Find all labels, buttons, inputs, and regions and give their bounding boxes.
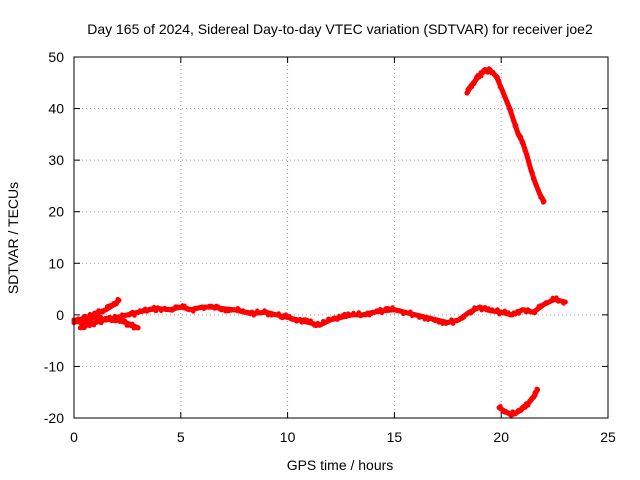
y-tick-label: -10 xyxy=(44,358,64,374)
data-point xyxy=(86,316,92,322)
data-point xyxy=(518,134,524,140)
data-point xyxy=(562,299,568,305)
data-point xyxy=(276,311,281,316)
series-main-band xyxy=(71,295,568,329)
data-point xyxy=(153,308,159,314)
data-point xyxy=(191,309,196,314)
series-morning-rising-branch xyxy=(71,296,122,326)
data-point xyxy=(344,314,349,319)
data-point xyxy=(483,305,488,310)
data-point xyxy=(114,301,119,307)
data-point xyxy=(130,309,135,315)
data-point xyxy=(554,295,559,300)
series-trace xyxy=(464,67,547,204)
data-point xyxy=(151,304,157,310)
data-point xyxy=(510,114,515,120)
data-point xyxy=(356,310,361,315)
data-point xyxy=(449,317,454,322)
chart-title: Day 165 of 2024, Sidereal Day-to-day VTE… xyxy=(87,21,593,37)
y-tick-label: 40 xyxy=(48,101,64,117)
data-point xyxy=(116,297,122,303)
data-point xyxy=(470,309,475,314)
plot-frame xyxy=(73,56,609,419)
series-lower-arc xyxy=(496,386,540,418)
data-point xyxy=(524,152,530,158)
y-tick-label: 0 xyxy=(56,307,64,323)
data-point xyxy=(297,316,303,322)
data-point xyxy=(408,309,413,314)
data-point xyxy=(80,319,85,324)
y-tick-label: 20 xyxy=(48,204,64,220)
x-tick-label: 5 xyxy=(177,429,185,445)
data-point xyxy=(464,90,470,96)
data-layer xyxy=(71,66,568,418)
x-tick-label: 25 xyxy=(600,429,616,445)
data-point xyxy=(509,108,514,113)
data-point xyxy=(132,313,137,318)
data-point xyxy=(123,319,128,324)
x-tick-label: 10 xyxy=(280,429,296,445)
data-point xyxy=(249,309,255,314)
data-point xyxy=(496,78,502,83)
x-tick-label: 0 xyxy=(70,429,78,445)
series-morning-falling-branch xyxy=(77,315,141,331)
data-point xyxy=(287,313,292,319)
data-point xyxy=(541,198,547,204)
x-axis-label: GPS time / hours xyxy=(287,457,394,473)
data-point xyxy=(511,119,517,124)
data-point xyxy=(534,307,539,313)
y-tick-label: 30 xyxy=(48,152,64,168)
data-point xyxy=(335,317,340,322)
y-axis-label: SDTVAR / TECUs xyxy=(5,182,21,294)
y-tick-label: 50 xyxy=(48,49,64,65)
data-point xyxy=(530,170,535,175)
data-point xyxy=(535,387,540,393)
data-point xyxy=(495,307,500,312)
y-tick-label: 10 xyxy=(48,255,64,271)
data-point xyxy=(506,102,511,108)
data-point xyxy=(495,74,500,80)
data-point xyxy=(514,123,519,128)
grid xyxy=(74,57,608,418)
y-tick-label: -20 xyxy=(44,410,64,426)
data-point xyxy=(135,325,141,331)
x-tick-label: 15 xyxy=(387,429,403,445)
series-upper-arc xyxy=(464,66,547,205)
x-tick-label: 20 xyxy=(493,429,509,445)
data-point xyxy=(130,321,135,327)
data-point xyxy=(501,89,506,94)
ticks: 0 5 10 15 20 25 -20 -10 0 10 20 30 40 50 xyxy=(44,49,616,445)
